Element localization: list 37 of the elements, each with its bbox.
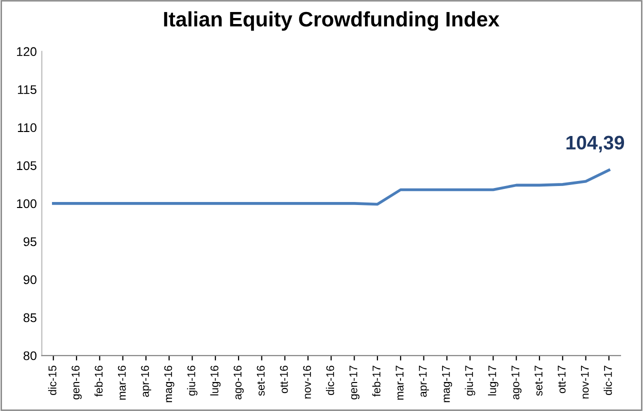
x-tick-label: ago-17: [512, 366, 522, 400]
y-tick-label: 100: [17, 199, 36, 208]
x-tick-label: feb-17: [372, 366, 380, 397]
x-tick-label: set-16: [256, 366, 265, 396]
y-tick-label: 110: [18, 123, 36, 132]
x-tick-label: mag-16: [164, 366, 174, 402]
x-tick-label: lug-16: [210, 366, 221, 396]
y-tick-label: 120: [17, 47, 36, 56]
chart-title: Italian Equity Crowdfunding Index: [164, 11, 500, 31]
x-tick-label: gen-16: [72, 366, 82, 400]
x-tick-label: nov-16: [303, 366, 311, 398]
x-tick-label: ott-17: [558, 366, 566, 394]
y-tick-label: 115: [18, 85, 36, 94]
y-tick-label: 95: [24, 237, 36, 246]
x-tick-label: dic-16: [326, 366, 334, 396]
y-tick-label: 90: [24, 275, 36, 284]
x-tick-label: giu-17: [464, 366, 476, 396]
x-tick-label: apr-17: [418, 366, 429, 397]
x-tick-label: giu-16: [187, 366, 198, 396]
x-tick-label: set-17: [534, 366, 542, 396]
x-tick-label: mag-17: [442, 366, 452, 402]
x-tick-label: ott-16: [280, 366, 288, 394]
annotation: 104,39: [566, 136, 624, 152]
x-tick-label: mar-17: [396, 366, 404, 400]
x-tick-label: gen-17: [350, 366, 360, 400]
y-tick-label: 105: [17, 161, 36, 170]
x-tick-label: feb-16: [94, 366, 103, 397]
line-series: [52, 168, 610, 206]
x-tick-label: dic-17: [604, 366, 612, 396]
x-tick-label: ago-16: [234, 366, 244, 400]
x-tick-label: lug-17: [488, 366, 498, 396]
y-tick-label: 85: [24, 313, 36, 322]
x-tick-label: nov-17: [581, 366, 589, 398]
y-tick-label: 80: [24, 351, 36, 360]
x-tick-label: apr-16: [141, 366, 152, 397]
x-tick-label: dic-15: [48, 366, 56, 396]
x-tick-label: mar-16: [118, 366, 126, 400]
